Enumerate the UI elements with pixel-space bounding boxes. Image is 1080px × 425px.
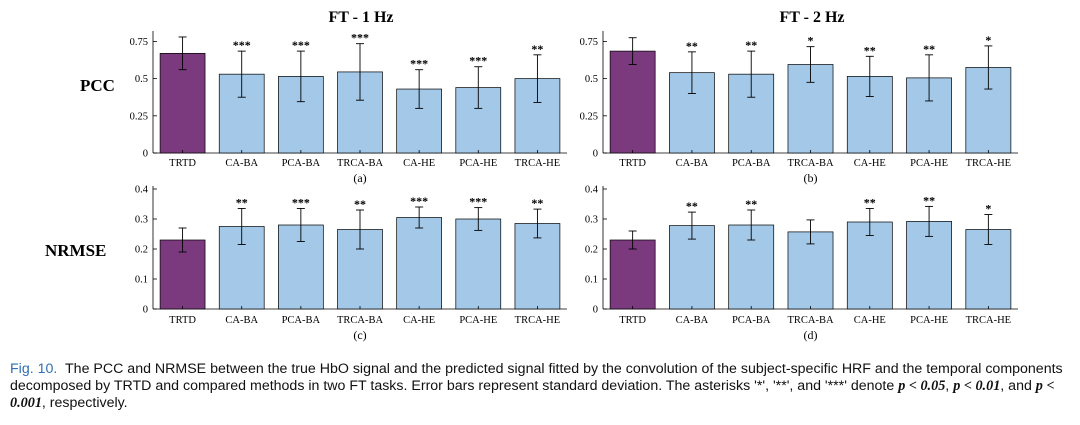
panel-a-x-tick-label: TRCA-HE [515, 158, 561, 169]
panel-d-x-tick-label: CA-HE [854, 315, 886, 326]
caption-text-end: , respectively. [41, 395, 128, 411]
panel-b-x-tick-label: TRCA-BA [787, 158, 834, 169]
panel-b-y-tick-label: 0 [593, 149, 598, 160]
panel-d-y-tick-label: 0.4 [585, 185, 599, 196]
panel-a-significance-label: ** [531, 42, 543, 56]
panel-b-significance-label: ** [923, 42, 935, 56]
panel-a-significance-label: *** [410, 57, 428, 71]
caption-p-005: p < 0.05 [898, 378, 946, 394]
panel-c-x-tick-label: TRCA-HE [515, 315, 561, 326]
panel-d-significance-label: * [985, 202, 991, 216]
panel-c-x-tick-label: TRTD [169, 315, 196, 326]
panel-a-label: (a) [353, 171, 366, 185]
panel-b-y-tick-label: 0.75 [580, 37, 598, 48]
panel-c-significance-label: ** [531, 196, 543, 210]
panel-a-significance-label: *** [469, 54, 487, 68]
panel-a-significance-label: *** [233, 38, 251, 52]
column-title-1: FT - 1 Hz [328, 9, 393, 26]
panel-d-x-tick-label: PCA-HE [910, 315, 948, 326]
panel-b-x-tick-label: TRCA-HE [966, 158, 1012, 169]
chart-panel-c: 0 0.1 0.2 0.3 0.4 TRTD ** CA-BA *** PCA-BA ** TRCA-… [135, 185, 567, 342]
panel-d-x-tick-label: TRCA-BA [787, 315, 834, 326]
panel-d-y-tick-label: 0.3 [585, 215, 598, 226]
panel-d-significance-label: ** [686, 199, 698, 213]
panel-c-x-tick-label: CA-BA [225, 315, 258, 326]
caption-p-001: p < 0.01 [953, 378, 1001, 394]
panel-d-bar [787, 231, 834, 310]
panel-a-x-tick-label: TRTD [169, 158, 196, 169]
panel-c-x-tick-label: PCA-BA [282, 315, 321, 326]
panel-b-y-tick-label: 0.25 [580, 111, 598, 122]
panel-b-significance-label: ** [745, 38, 757, 52]
panel-d-y-tick-label: 0.1 [585, 275, 598, 286]
panel-a-y-tick-label: 0 [143, 149, 148, 160]
panel-c-y-tick-label: 0 [143, 305, 148, 316]
chart-panel-d: 0 0.1 0.2 0.3 0.4 TRTD ** CA-BA ** PCA-BA TRCA-BA *… [585, 185, 1018, 342]
panel-c-y-tick-label: 0.4 [135, 185, 149, 196]
panel-b-x-tick-label: PCA-HE [910, 158, 948, 169]
panel-d-x-tick-label: TRTD [619, 315, 646, 326]
panel-c-significance-label: *** [469, 195, 487, 209]
panel-c-bar [396, 217, 442, 310]
panel-d-x-tick-label: PCA-BA [732, 315, 771, 326]
panel-c-significance-label: ** [236, 196, 248, 210]
panel-a-significance-label: *** [292, 38, 310, 52]
panel-c-bar [455, 218, 502, 310]
panel-a-y-tick-label: 0.5 [135, 74, 148, 85]
panel-a-y-tick-label: 0.75 [130, 37, 148, 48]
panel-a-x-tick-label: CA-HE [403, 158, 435, 169]
panel-d-significance-label: ** [745, 197, 757, 211]
panel-d-x-tick-label: CA-BA [676, 315, 709, 326]
panel-b-significance-label: ** [686, 39, 698, 53]
panel-d-y-tick-label: 0.2 [585, 245, 598, 256]
panel-c-x-tick-label: PCA-HE [459, 315, 497, 326]
panel-b-significance-label: * [985, 33, 991, 47]
panel-d-significance-label: ** [923, 193, 935, 207]
panel-b-y-tick-label: 0.5 [585, 74, 598, 85]
panel-b-bar [609, 50, 656, 154]
panel-c-significance-label: ** [354, 197, 366, 211]
panel-b-x-tick-label: PCA-BA [732, 158, 771, 169]
panel-c-significance-label: *** [292, 196, 310, 210]
panel-c-x-tick-label: CA-HE [403, 315, 435, 326]
caption-label: Fig. 10. [10, 361, 58, 377]
panel-b-label: (b) [804, 171, 818, 185]
panel-c-y-tick-label: 0.3 [135, 215, 148, 226]
panel-a-x-tick-label: CA-BA [225, 158, 258, 169]
row-label-nrmse: NRMSE [45, 241, 106, 260]
panel-a-x-tick-label: PCA-BA [282, 158, 321, 169]
row-label-pcc: PCC [80, 76, 115, 95]
chart-panel-a: 0 0.25 0.5 0.75 TRTD *** CA-BA *** PCA-BA *** TRCA… [130, 31, 567, 185]
panel-c-significance-label: *** [410, 194, 428, 208]
panel-d-label: (d) [804, 328, 818, 342]
panel-d-bar [846, 221, 893, 310]
panel-b-significance-label: * [808, 34, 814, 48]
panel-d-significance-label: ** [864, 196, 876, 210]
panel-c-y-tick-label: 0.1 [135, 275, 148, 286]
panel-a-y-tick-label: 0.25 [130, 111, 148, 122]
caption-text-start: The PCC and NRMSE between the true HbO s… [10, 361, 1063, 394]
panel-c-y-tick-label: 0.2 [135, 245, 148, 256]
figure-caption: Fig. 10. The PCC and NRMSE between the t… [10, 361, 1074, 412]
figure: FT - 1 Hz FT - 2 Hz PCC NRMSE 0 0.25 0.5 0.… [45, 9, 1018, 342]
panel-a-x-tick-label: PCA-HE [459, 158, 497, 169]
panel-a-significance-label: *** [351, 31, 369, 45]
caption-sep-1: , [945, 378, 954, 394]
column-title-2: FT - 2 Hz [779, 9, 844, 26]
caption-p-0001: p < 0.001 [10, 378, 1055, 411]
panel-d-x-tick-label: TRCA-HE [966, 315, 1012, 326]
panel-a-x-tick-label: TRCA-BA [337, 158, 384, 169]
panel-b-significance-label: ** [864, 43, 876, 57]
chart-panel-b: 0 0.25 0.5 0.75 TRTD ** CA-BA ** PCA-BA * TRCA-BA *… [580, 31, 1018, 185]
caption-sep-2: , and [1000, 378, 1036, 394]
panel-d-bar [609, 239, 656, 310]
panel-b-x-tick-label: CA-HE [854, 158, 886, 169]
panel-d-y-tick-label: 0 [593, 305, 598, 316]
panel-c-label: (c) [353, 328, 366, 342]
panel-c-x-tick-label: TRCA-BA [337, 315, 384, 326]
panel-b-x-tick-label: TRTD [619, 158, 646, 169]
panel-b-x-tick-label: CA-BA [676, 158, 709, 169]
